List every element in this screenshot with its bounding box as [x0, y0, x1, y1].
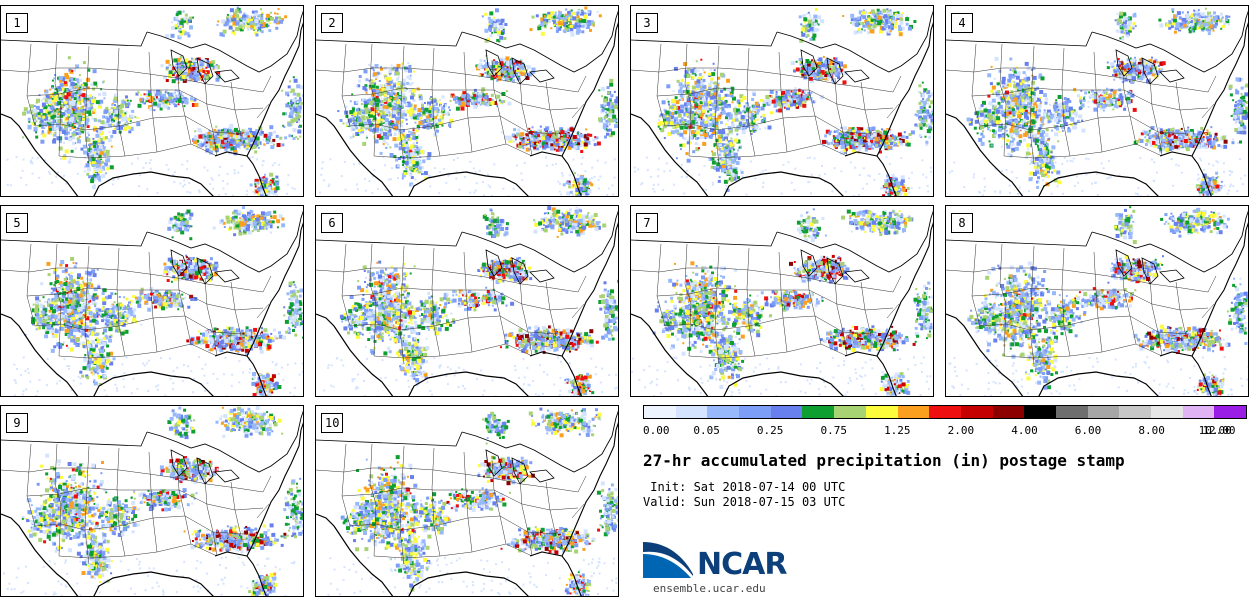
ensemble-url: ensemble.ucar.edu: [653, 582, 766, 595]
ensemble-member-map: 6: [315, 205, 619, 397]
colorbar-cell: [1024, 406, 1056, 418]
precip-map: [946, 206, 1248, 396]
valid-time: Valid: Sun 2018-07-15 03 UTC: [643, 495, 845, 509]
member-number-label: 10: [321, 413, 344, 433]
colorbar-tick-label: 12.00: [1202, 424, 1235, 437]
ensemble-member-map: 3: [630, 5, 934, 197]
precip-map: [1, 206, 303, 396]
ncar-wordmark: NCAR: [697, 549, 787, 581]
colorbar-cell: [644, 406, 676, 418]
colorbar-cell: [675, 406, 708, 418]
colorbar-tick-label: 0.00: [643, 424, 670, 437]
member-number-label: 2: [321, 13, 343, 33]
figure-title: 27-hr accumulated precipitation (in) pos…: [643, 451, 1125, 470]
precip-map: [316, 6, 618, 196]
ensemble-member-map: 2: [315, 5, 619, 197]
colorbar-tick-label: 6.00: [1075, 424, 1102, 437]
colorbar-cell: [1214, 406, 1247, 418]
colorbar-cell: [1055, 406, 1088, 418]
precip-map: [631, 7, 933, 196]
ensemble-member-map: 4: [945, 5, 1249, 197]
colorbar-tick-label: 0.75: [820, 424, 847, 437]
ncar-swoosh-icon: [643, 542, 693, 578]
colorbar-cell: [929, 406, 961, 418]
precip-map: [316, 206, 618, 396]
colorbar-cell: [1119, 406, 1151, 418]
colorbar-cell: [865, 406, 898, 418]
precip-colorbar: [643, 405, 1247, 419]
colorbar-tick-label: 0.05: [693, 424, 720, 437]
colorbar-cell: [1087, 406, 1120, 418]
ensemble-member-map: 1: [0, 5, 304, 197]
colorbar-tick-labels: 0.00 0.05 0.25 0.75 1.25 2.00 4.00 6.00 8.00 10.0…: [643, 424, 1247, 440]
colorbar-cell: [897, 406, 930, 418]
ensemble-member-map: 5: [0, 205, 304, 397]
colorbar-tick-label: 0.25: [757, 424, 784, 437]
ncar-logo: NCAR ensemble.ucar.edu: [643, 540, 803, 595]
precip-map: [316, 407, 618, 596]
init-time: Init: Sat 2018-07-14 00 UTC: [643, 480, 845, 494]
colorbar-cell: [770, 406, 803, 418]
colorbar-cell: [834, 406, 866, 418]
precip-map: [631, 208, 933, 396]
colorbar-tick-label: 1.25: [884, 424, 911, 437]
colorbar-cell: [707, 406, 740, 418]
ensemble-member-map: 9: [0, 405, 304, 597]
precip-map: [1, 6, 303, 196]
colorbar-cell: [1151, 406, 1183, 418]
colorbar-cell: [1182, 406, 1215, 418]
member-number-label: 3: [636, 13, 658, 33]
colorbar-tick-label: 8.00: [1138, 424, 1165, 437]
ensemble-member-map: 7: [630, 205, 934, 397]
colorbar-cell: [739, 406, 771, 418]
ensemble-member-map: 10: [315, 405, 619, 597]
precip-map: [1, 406, 303, 596]
colorbar-tick-label: 4.00: [1011, 424, 1038, 437]
colorbar-cell: [992, 406, 1025, 418]
member-number-label: 1: [6, 13, 28, 33]
member-number-label: 4: [951, 13, 973, 33]
colorbar-cell: [802, 406, 835, 418]
member-number-label: 5: [6, 213, 28, 233]
member-number-label: 9: [6, 413, 28, 433]
member-number-label: 7: [636, 213, 658, 233]
member-number-label: 8: [951, 213, 973, 233]
member-number-label: 6: [321, 213, 343, 233]
precip-map: [946, 7, 1248, 196]
colorbar-tick-label: 10.00: [1199, 424, 1232, 437]
colorbar-tick-label: 2.00: [948, 424, 975, 437]
colorbar-cell: [960, 406, 993, 418]
ensemble-member-map: 8: [945, 205, 1249, 397]
